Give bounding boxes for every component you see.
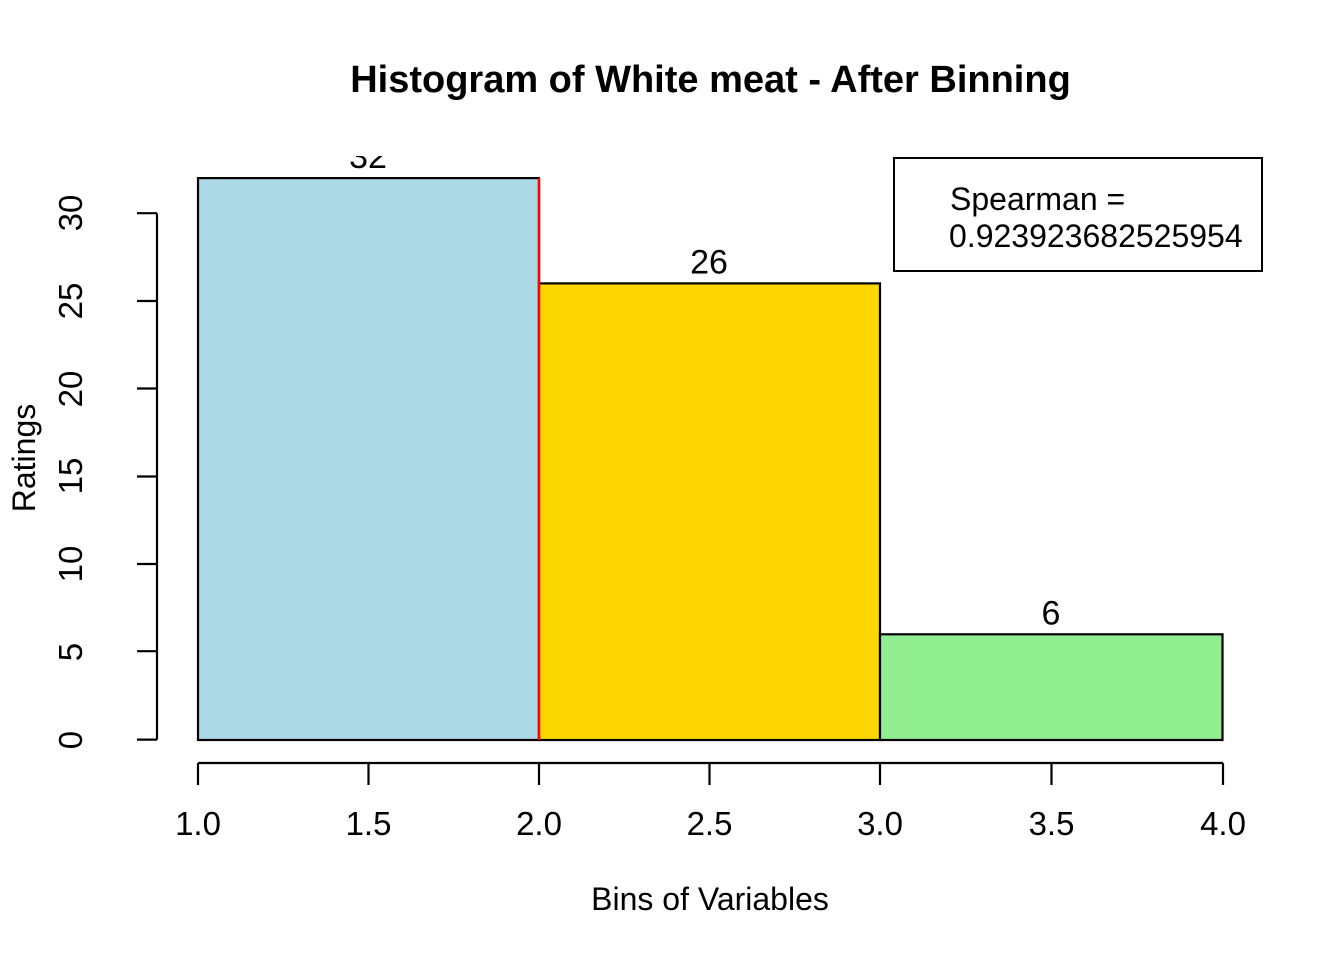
svg-text:26: 26 (690, 244, 728, 282)
svg-text:6: 6 (1042, 594, 1061, 632)
svg-text:32: 32 (349, 138, 387, 176)
